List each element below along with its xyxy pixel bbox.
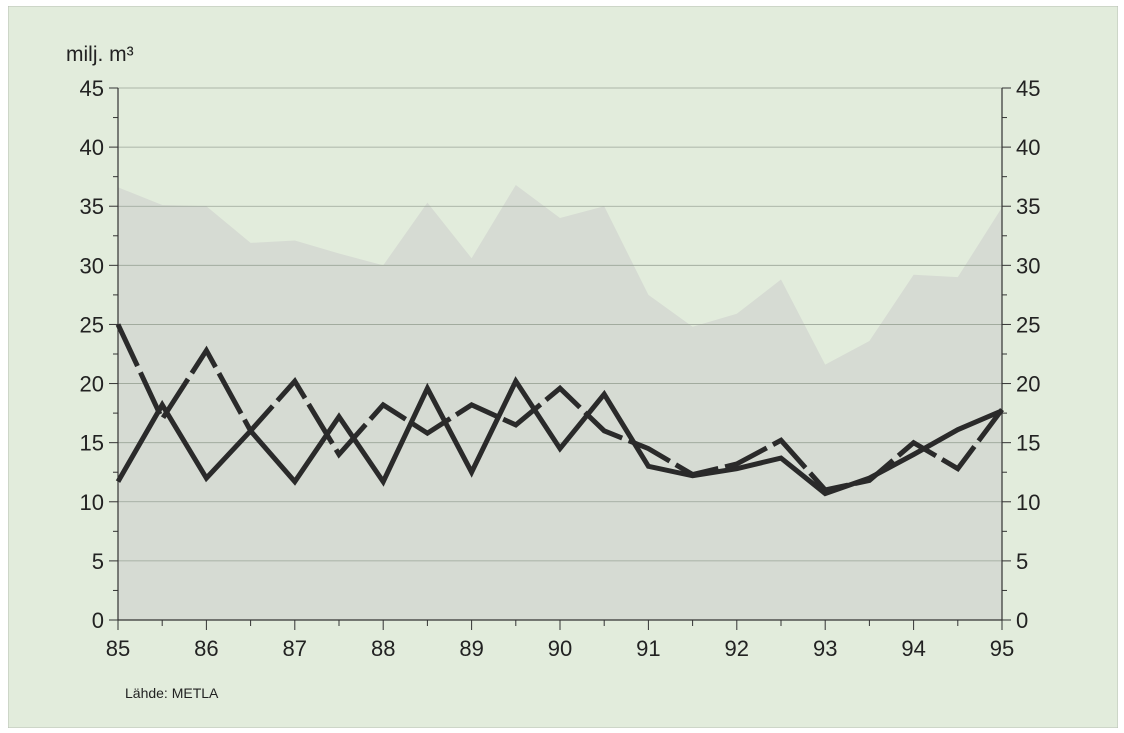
x-tick-label: 88 bbox=[371, 636, 395, 661]
x-tick-label: 87 bbox=[283, 636, 307, 661]
y-tick-label-right: 30 bbox=[1016, 253, 1040, 278]
x-tick-label: 90 bbox=[548, 636, 572, 661]
x-tick-label: 86 bbox=[194, 636, 218, 661]
y-tick-label-right: 45 bbox=[1016, 76, 1040, 101]
y-tick-label-right: 40 bbox=[1016, 135, 1040, 160]
y-tick-label-left: 25 bbox=[80, 312, 104, 337]
x-tick-label: 85 bbox=[106, 636, 130, 661]
chart-svg: 0 0 5 5 10 10 15 15 20 20 25 25 30 30 35 35 40 40 45 45 85 86… bbox=[8, 6, 1118, 728]
x-tick-label: 89 bbox=[459, 636, 483, 661]
y-tick-label-left: 35 bbox=[80, 194, 104, 219]
x-tick-label: 94 bbox=[901, 636, 925, 661]
y-tick-label-right: 0 bbox=[1016, 608, 1028, 633]
y-tick-label-right: 5 bbox=[1016, 549, 1028, 574]
y-tick-label-right: 35 bbox=[1016, 194, 1040, 219]
y-tick-label-right: 15 bbox=[1016, 431, 1040, 456]
y-tick-label-left: 40 bbox=[80, 135, 104, 160]
y-tick-label-left: 20 bbox=[80, 372, 104, 397]
x-tick-label: 95 bbox=[990, 636, 1014, 661]
y-tick-label-left: 5 bbox=[92, 549, 104, 574]
chart-frame: 0 0 5 5 10 10 15 15 20 20 25 25 30 30 35 35 40 40 45 45 85 86… bbox=[8, 6, 1118, 728]
y-tick-label-right: 20 bbox=[1016, 372, 1040, 397]
x-tick-label: 91 bbox=[636, 636, 660, 661]
x-tick-label: 92 bbox=[725, 636, 749, 661]
unit-label: milj. m³ bbox=[66, 43, 134, 66]
y-tick-label-left: 10 bbox=[80, 490, 104, 515]
y-tick-label-right: 25 bbox=[1016, 312, 1040, 337]
y-tick-label-left: 15 bbox=[80, 431, 104, 456]
x-tick-label: 93 bbox=[813, 636, 837, 661]
y-tick-label-left: 30 bbox=[80, 253, 104, 278]
source-label: Lähde: METLA bbox=[125, 685, 219, 701]
y-tick-label-left: 45 bbox=[80, 76, 104, 101]
y-tick-label-right: 10 bbox=[1016, 490, 1040, 515]
y-tick-label-left: 0 bbox=[92, 608, 104, 633]
